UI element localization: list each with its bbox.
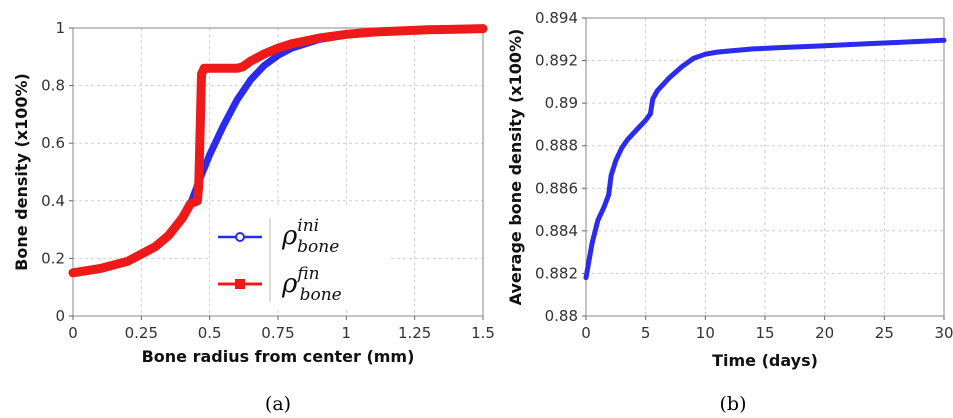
x-tick-label: 0 (68, 324, 78, 342)
chart-a: 0 0.25 0.5 0.75 1 1.25 1.5 0 0.2 0.4 0.6 0.8 1 Bone… (12, 19, 495, 415)
x-tick-label: 0.25 (125, 324, 158, 342)
y-tick-label: 0.8 (41, 77, 65, 95)
y-tick-label: 0 (55, 307, 65, 325)
y-tick-label: 0.886 (535, 179, 578, 197)
legend-ini-label: ρini bone (281, 216, 339, 257)
series-line-b-0 (583, 37, 947, 281)
legend-background (210, 205, 390, 310)
y-tick-label: 1 (55, 19, 65, 37)
legend-fin-label: ρfin bone (281, 264, 342, 305)
chart-b-series-group (583, 37, 947, 281)
legend-ini-base: ρ (281, 221, 298, 251)
chart-a-series-group (68, 24, 488, 278)
y-tick-label: 0.89 (545, 94, 578, 112)
chart-b-grid (585, 17, 945, 317)
panel-label-a: (a) (265, 393, 291, 415)
legend-fin-marker (235, 279, 245, 289)
x-tick-label: 10 (696, 324, 715, 342)
chart-a-y-ticks: 0 0.2 0.4 0.6 0.8 1 (41, 19, 73, 325)
x-tick-label: 25 (875, 324, 894, 342)
chart-a-grid (72, 27, 484, 317)
x-tick-label: 0.5 (198, 324, 222, 342)
x-tick-label: 1 (342, 324, 352, 342)
x-tick-label: 1.5 (471, 324, 495, 342)
legend-fin-sub: bone (300, 285, 342, 305)
chart-a-y-axis-title: Bone density (x100%) (12, 73, 31, 271)
chart-b-x-axis-title: Time (days) (712, 351, 818, 370)
y-tick-label: 0.6 (41, 134, 65, 152)
x-tick-label: 15 (755, 324, 774, 342)
y-tick-label: 0.4 (41, 192, 65, 210)
legend-fin-base: ρ (281, 269, 298, 299)
y-tick-label: 0.88 (545, 307, 578, 325)
y-tick-label: 0.2 (41, 249, 65, 267)
x-tick-label: 20 (815, 324, 834, 342)
chart-b-y-ticks: 0.88 0.882 0.884 0.886 0.888 0.89 0.892 0.894 (535, 9, 586, 325)
chart-b-y-axis-title: Average bone density (x100%) (506, 29, 525, 306)
panel-label-b: (b) (720, 393, 747, 415)
chart-b-x-ticks: 0 5 10 15 20 25 30 (581, 316, 953, 342)
chart-a-legend: ρini bone ρfin bone (210, 205, 390, 310)
y-tick-label: 0.894 (535, 9, 578, 27)
legend-ini-sub: bone (297, 237, 339, 257)
y-tick-label: 0.888 (535, 137, 578, 155)
y-tick-label: 0.882 (535, 264, 578, 282)
x-tick-label: 1.25 (398, 324, 431, 342)
chart-a-x-ticks: 0 0.25 0.5 0.75 1 1.25 1.5 (68, 316, 495, 342)
chart-b: 0 5 10 15 20 25 30 0.880.8820.8840.8860.8880.8… (506, 9, 953, 415)
series-line-a-1 (68, 24, 488, 278)
x-tick-label: 5 (641, 324, 651, 342)
legend-ini-sup: ini (297, 216, 319, 236)
legend-fin-sup: fin (295, 264, 319, 284)
chart-a-x-axis-title: Bone radius from center (mm) (142, 347, 415, 366)
x-tick-label: 0.75 (261, 324, 294, 342)
legend-ini-marker (235, 232, 245, 242)
y-tick-label: 0.884 (535, 222, 578, 240)
y-tick-label: 0.892 (535, 52, 578, 70)
x-tick-label: 30 (934, 324, 953, 342)
x-tick-label: 0 (581, 324, 591, 342)
